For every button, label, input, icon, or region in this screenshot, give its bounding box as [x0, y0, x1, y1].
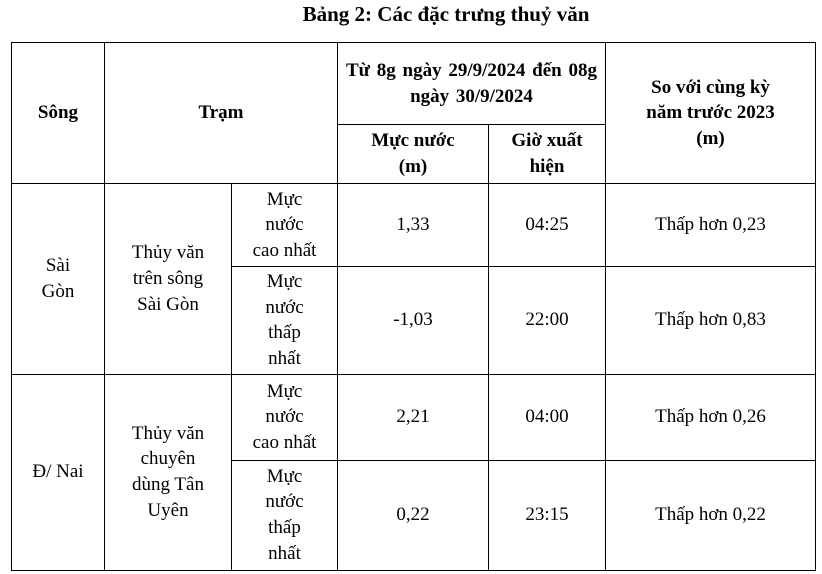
table-title: Bảng 2: Các đặc trưng thuỷ văn [302, 2, 590, 26]
col-header-station: Trạm [104, 42, 338, 184]
measure-cell: Mực nước thấp nhất [231, 459, 338, 571]
col-header-period: Từ 8g ngày 29/9/2024 đến 08g ngày 30/9/2… [336, 42, 607, 125]
col-header-compare: So với cùng kỳ năm trước 2023 (m) [605, 42, 817, 184]
header-row-2: Mực nước (m) Giờ xuất hiện [12, 124, 816, 184]
col-header-time: Giờ xuất hiện [487, 124, 607, 184]
compare-cell: Thấp hơn 0,26 [605, 373, 817, 461]
river-cell: Sài Gòn [11, 183, 105, 375]
hydrology-table: Sông Trạm Từ 8g ngày 29/9/2024 đến 08g n… [11, 42, 817, 571]
table-row: Sài Gòn Thủy văn trên sông Sài Gòn Mực n… [11, 183, 817, 375]
time-cell: 23:15 [487, 459, 607, 571]
time-cell: 04:00 [487, 373, 607, 461]
compare-cell: Thấp hơn 0,23 [605, 183, 817, 267]
station-cell: Thủy văn trên sông Sài Gòn [104, 183, 232, 375]
measure-cell: Mực nước thấp nhất [231, 266, 338, 375]
water-level-cell: -1,03 [337, 266, 489, 375]
col-header-river: Sông [11, 42, 105, 184]
time-cell: 22:00 [487, 266, 607, 375]
station-cell: Thủy văn chuyên dùng Tân Uyên [104, 373, 232, 571]
measure-cell: Mực nước cao nhất [231, 183, 338, 267]
water-level-cell: 1,33 [337, 183, 489, 267]
col-header-water-level: Mực nước (m) [337, 124, 489, 184]
water-level-cell: 0,22 [337, 459, 489, 571]
table-row: Đ/ Nai Thủy văn chuyên dùng Tân Uyên Mực… [11, 373, 817, 571]
compare-cell: Thấp hơn 0,22 [605, 459, 817, 571]
table-row: Mực nước thấp nhất -1,03 22:00 Thấp hơn … [12, 266, 817, 375]
river-cell: Đ/ Nai [11, 373, 105, 571]
header-row-1: Sông Trạm Từ 8g ngày 29/9/2024 đến 08g n… [11, 42, 817, 184]
water-level-cell: 2,21 [337, 373, 489, 461]
hydrology-table-container: Sông Trạm Từ 8g ngày 29/9/2024 đến 08g n… [11, 42, 817, 571]
compare-cell: Thấp hơn 0,83 [605, 266, 817, 375]
table-row: Mực nước thấp nhất 0,22 23:15 Thấp hơn 0… [12, 459, 817, 571]
time-cell: 04:25 [487, 183, 607, 267]
measure-cell: Mực nước cao nhất [231, 373, 338, 461]
